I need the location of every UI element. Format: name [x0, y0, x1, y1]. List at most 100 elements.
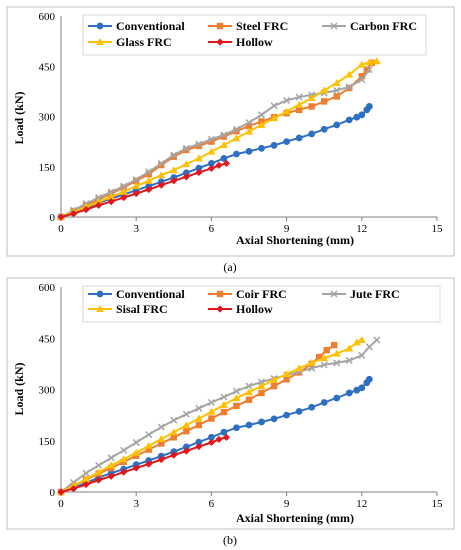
data-point-hollow [170, 177, 178, 185]
data-point-carbon-frc [283, 96, 291, 104]
data-point-sisal-frc [232, 394, 241, 402]
x-tick-label: 12 [356, 498, 367, 510]
legend-item-sisal-frc: Sisal FRC [88, 302, 168, 316]
data-point-sisal-frc [194, 414, 203, 422]
data-point-carbon-frc [132, 175, 140, 184]
x-tick-label: 12 [356, 223, 367, 235]
data-point-steel-frc [233, 128, 240, 135]
series-line-conventional [60, 105, 371, 218]
data-point-carbon-frc [232, 125, 240, 133]
x-tick-label: 9 [284, 223, 290, 235]
data-point-hollow [132, 464, 140, 472]
data-point-glass-frc [245, 127, 253, 135]
data-point-sisal-frc [320, 354, 329, 362]
data-point-glass-frc [157, 171, 166, 179]
data-point-conventional [283, 411, 290, 419]
data-point-glass-frc [144, 176, 153, 184]
data-point-hollow [132, 189, 140, 198]
data-point-steel-frc [133, 177, 140, 185]
series-line-conventional [60, 378, 371, 493]
data-point-jute-frc [373, 336, 381, 344]
data-point-sisal-frc [169, 428, 178, 436]
data-point-hollow [222, 159, 231, 167]
data-point-conventional [220, 428, 228, 436]
data-point-coir-frc [270, 382, 278, 390]
data-point-glass-frc [219, 140, 228, 148]
data-point-jute-frc [95, 461, 103, 469]
data-point-conventional [345, 116, 353, 124]
data-point-hollow [215, 435, 223, 443]
data-point-glass-frc [119, 187, 128, 195]
data-point-jute-frc [195, 404, 203, 412]
data-point-sisal-frc [245, 388, 253, 396]
data-point-conventional [320, 399, 328, 406]
data-point-glass-frc [270, 114, 279, 122]
data-point-hollow [69, 484, 78, 493]
data-point-coir-frc [195, 421, 203, 429]
data-point-jute-frc [157, 423, 165, 431]
data-point-hollow [215, 161, 223, 170]
data-point-carbon-frc [245, 118, 253, 127]
data-point-steel-frc [295, 106, 303, 113]
data-point-jute-frc [333, 359, 341, 367]
data-point-conventional [345, 389, 353, 397]
data-point-jute-frc [220, 393, 228, 401]
data-point-conventional [295, 407, 303, 415]
y-tick-label: 150 [39, 162, 56, 174]
data-point-glass-frc [332, 79, 341, 86]
data-point-coir-frc [315, 353, 323, 361]
data-point-steel-frc [308, 103, 315, 110]
data-point-steel-frc [363, 66, 371, 73]
legend-a-frame [82, 14, 427, 56]
data-point-hollow [107, 472, 115, 480]
data-point-carbon-frc [95, 194, 103, 202]
data-point-hollow [170, 451, 178, 459]
data-point-coir-frc [158, 440, 165, 447]
legend-label: Hollow [236, 302, 273, 316]
data-point-steel-frc [195, 142, 203, 150]
data-point-hollow [182, 173, 190, 181]
data-point-jute-frc [345, 356, 353, 364]
data-point-carbon-frc [107, 188, 115, 196]
data-point-steel-frc [245, 122, 253, 130]
data-point-coir-frc [233, 402, 240, 410]
legend-swatch-marker [96, 305, 104, 312]
data-point-sisal-frc [182, 421, 191, 429]
data-point-sisal-frc [352, 338, 361, 346]
legend-item-conventional: Conventional [88, 287, 185, 301]
y-tick-label: 450 [39, 333, 56, 345]
data-point-jute-frc [107, 454, 115, 462]
data-point-conventional [308, 403, 316, 411]
legend-swatch-marker [216, 305, 224, 313]
legend-label: Jute FRC [350, 287, 400, 301]
series-hollow [57, 433, 231, 496]
x-axis-label-a: Axial Shortening (mm) [236, 233, 354, 247]
data-point-conventional [233, 424, 240, 432]
data-point-jute-frc [207, 398, 215, 407]
legend-a: Conventional Steel FRC Carbon FRC Glass FRC… [82, 14, 427, 56]
data-point-glass-frc [372, 57, 381, 65]
data-point-steel-frc [120, 184, 127, 191]
legend-b-entries: Conventional Coir FRC Jute FRC Sisal FRC Hol… [88, 287, 400, 316]
legend-b: Conventional Coir FRC Jute FRC Sisal FRC Hol… [82, 285, 441, 323]
data-point-conventional [208, 160, 215, 167]
data-point-hollow [195, 168, 203, 177]
y-tick-label: 450 [39, 61, 56, 73]
data-point-conventional [308, 130, 316, 138]
y-tick-label: 0 [50, 212, 56, 224]
x-tick-label: 15 [432, 498, 444, 510]
data-point-coir-frc [331, 341, 338, 349]
legend-swatch-marker [96, 38, 104, 45]
y-tick-label: 300 [39, 385, 56, 397]
data-point-conventional [320, 125, 328, 133]
data-point-steel-frc [145, 170, 152, 178]
data-point-sisal-frc [157, 435, 166, 443]
data-point-glass-frc [107, 192, 116, 200]
x-tick-label: 6 [209, 498, 215, 510]
data-point-glass-frc [320, 86, 329, 94]
data-point-jute-frc [232, 387, 240, 395]
data-point-conventional [270, 141, 278, 149]
data-point-hollow [207, 164, 215, 173]
x-tick-label: 0 [58, 223, 64, 235]
data-point-sisal-frc [219, 400, 228, 408]
